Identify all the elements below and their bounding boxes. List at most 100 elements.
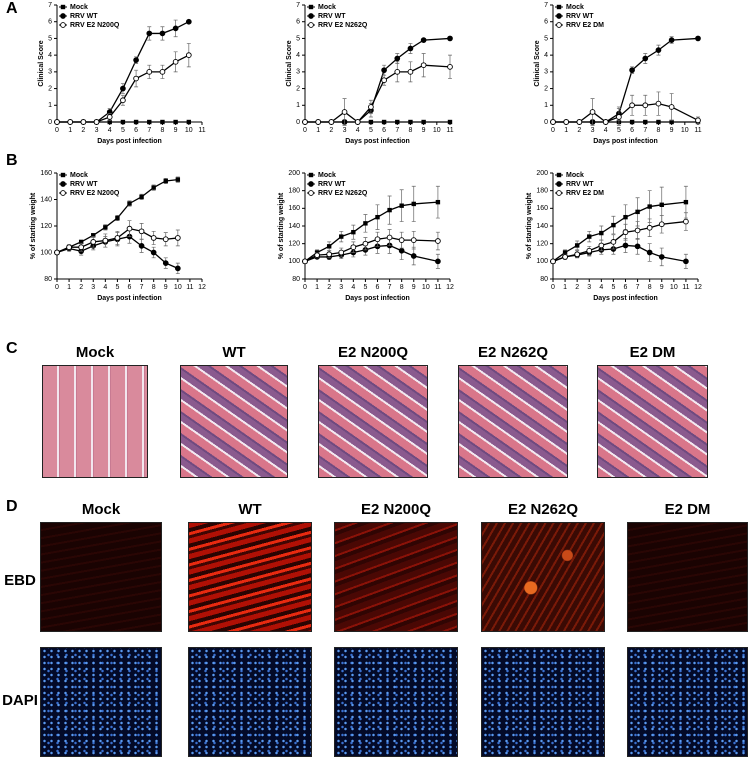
- marker: [350, 244, 357, 251]
- marker: [107, 119, 112, 125]
- series-line: [304, 236, 438, 262]
- marker: [646, 249, 653, 256]
- y-tick-label: 200: [536, 170, 548, 177]
- marker: [126, 225, 133, 232]
- y-tick-label: 0: [48, 119, 52, 126]
- marker: [54, 119, 60, 125]
- series-line: [305, 37, 451, 123]
- x-tick-label: 9: [660, 284, 664, 291]
- legend-marker: [308, 22, 314, 28]
- marker: [394, 55, 401, 62]
- marker: [139, 194, 144, 200]
- marker: [354, 119, 361, 125]
- marker: [562, 250, 568, 255]
- fluorescence-title: Mock: [81, 501, 121, 518]
- marker: [407, 69, 414, 75]
- marker: [647, 204, 652, 209]
- dapi-image: [481, 647, 605, 757]
- x-tick-label: 8: [409, 127, 413, 134]
- marker: [683, 258, 689, 265]
- x-tick-label: 2: [327, 284, 331, 291]
- x-tick-label: 3: [587, 284, 591, 291]
- marker: [634, 227, 641, 234]
- marker: [683, 199, 689, 205]
- x-tick-label: 0: [303, 284, 307, 291]
- y-axis-title: % of starting weight: [30, 192, 37, 259]
- x-tick-label: 9: [164, 284, 168, 291]
- legend-label: RRV E2 DM: [566, 190, 604, 197]
- legend-label: Mock: [70, 4, 88, 11]
- x-tick-label: 6: [382, 127, 386, 134]
- x-tick-label: 3: [343, 127, 347, 134]
- y-tick-label: 200: [288, 170, 300, 177]
- x-tick-label: 12: [694, 284, 702, 291]
- x-tick-label: 0: [303, 127, 307, 134]
- marker: [78, 244, 85, 251]
- marker: [120, 119, 126, 125]
- y-tick-label: 6: [296, 19, 300, 26]
- y-tick-label: 120: [536, 241, 548, 248]
- marker: [435, 258, 441, 265]
- marker: [375, 214, 380, 220]
- y-tick-label: 100: [288, 258, 300, 265]
- legend-label: RRV WT: [318, 181, 346, 188]
- legend-label: RRV WT: [70, 13, 98, 20]
- ebd-image: [481, 522, 605, 632]
- x-tick-label: 4: [604, 127, 608, 134]
- y-axis-title: Clinical Score: [38, 40, 45, 86]
- y-tick-label: 2: [544, 85, 548, 92]
- marker: [381, 119, 387, 125]
- x-tick-label: 0: [551, 127, 555, 134]
- marker: [659, 202, 664, 207]
- panel-label: D: [6, 498, 18, 515]
- x-tick-label: 10: [670, 284, 678, 291]
- x-tick-label: 5: [121, 127, 125, 134]
- x-tick-label: 3: [91, 284, 95, 291]
- dapi-image: [188, 647, 312, 757]
- y-tick-label: 6: [544, 19, 548, 26]
- x-tick-label: 1: [67, 284, 71, 291]
- marker: [186, 119, 192, 125]
- ebd-image: [188, 522, 312, 632]
- series-line: [57, 21, 190, 123]
- x-axis-title: Days post infection: [97, 295, 162, 302]
- x-tick-label: 3: [591, 127, 595, 134]
- x-tick-label: 2: [79, 284, 83, 291]
- marker: [634, 243, 641, 250]
- x-tick-label: 8: [657, 127, 661, 134]
- marker: [611, 222, 616, 228]
- y-tick-label: 80: [292, 276, 300, 283]
- panel-label: A: [6, 0, 18, 17]
- marker: [66, 244, 72, 251]
- y-tick-label: 1: [296, 102, 300, 109]
- marker: [435, 199, 441, 205]
- x-axis-title: Days post infection: [345, 138, 410, 145]
- histology-image: [597, 365, 708, 478]
- y-tick-label: 120: [40, 223, 52, 230]
- x-tick-label: 6: [134, 127, 138, 134]
- y-tick-label: 7: [296, 2, 300, 9]
- marker: [341, 109, 348, 115]
- legend-label: RRV E2 DM: [566, 22, 604, 29]
- x-tick-label: 5: [363, 284, 367, 291]
- x-tick-label: 2: [81, 127, 85, 134]
- y-tick-label: 5: [296, 35, 300, 42]
- x-tick-label: 6: [630, 127, 634, 134]
- x-tick-label: 1: [563, 284, 567, 291]
- y-tick-label: 2: [296, 85, 300, 92]
- histology-image: [318, 365, 428, 478]
- x-tick-label: 0: [55, 127, 59, 134]
- marker: [175, 177, 181, 182]
- y-tick-label: 140: [40, 196, 52, 203]
- marker: [394, 69, 401, 75]
- x-tick-label: 12: [446, 284, 454, 291]
- y-tick-label: 100: [536, 258, 548, 265]
- y-tick-label: 100: [40, 249, 52, 256]
- marker: [381, 67, 387, 74]
- y-tick-label: 80: [540, 276, 548, 283]
- legend-label: RRV E2 N200Q: [70, 22, 120, 29]
- y-axis-title: Clinical Score: [534, 40, 541, 86]
- histology-image: [458, 365, 568, 478]
- marker: [174, 265, 181, 272]
- marker: [586, 247, 593, 254]
